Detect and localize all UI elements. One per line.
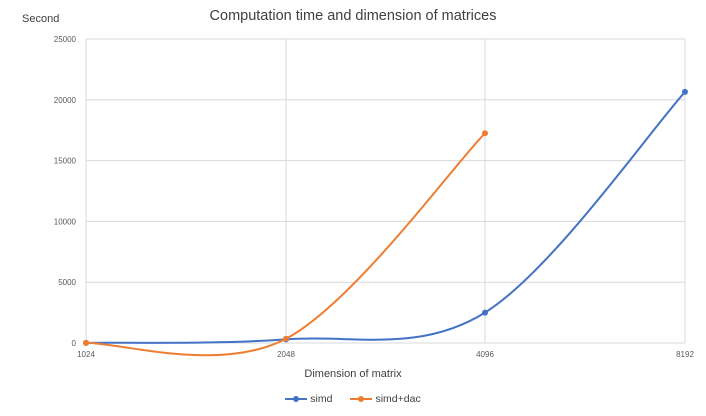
- x-axis-label: Dimension of matrix: [304, 368, 402, 380]
- legend-swatch: [285, 394, 308, 404]
- data-point: [283, 335, 289, 342]
- data-point: [682, 88, 688, 95]
- y-tick-label: 20000: [54, 96, 77, 105]
- legend: simd simd+dac: [0, 393, 706, 405]
- y-tick-label: 5000: [58, 278, 76, 287]
- data-point: [83, 339, 89, 346]
- series-line-simd-dac: [85, 132, 486, 357]
- y-tick-label: 15000: [54, 157, 77, 166]
- legend-label: simd: [310, 393, 333, 405]
- data-point: [482, 130, 488, 137]
- y-axis-label: Second: [22, 13, 60, 25]
- legend-item: simd: [285, 393, 332, 405]
- series-line-simd: [85, 91, 686, 344]
- y-tick-label: 25000: [54, 35, 77, 44]
- x-tick-label: 4096: [476, 350, 494, 359]
- y-tick-label: 10000: [54, 217, 77, 226]
- x-tick-label: 1024: [77, 350, 95, 359]
- legend-item: simd+dac: [350, 393, 421, 405]
- legend-label: simd+dac: [375, 393, 421, 405]
- x-tick-label: 8192: [676, 350, 694, 359]
- x-tick-label: 2048: [277, 350, 295, 359]
- chart-title: Computation time and dimension of matric…: [209, 8, 497, 24]
- legend-swatch: [350, 394, 373, 404]
- data-point: [482, 309, 488, 316]
- y-tick-label: 0: [72, 339, 77, 348]
